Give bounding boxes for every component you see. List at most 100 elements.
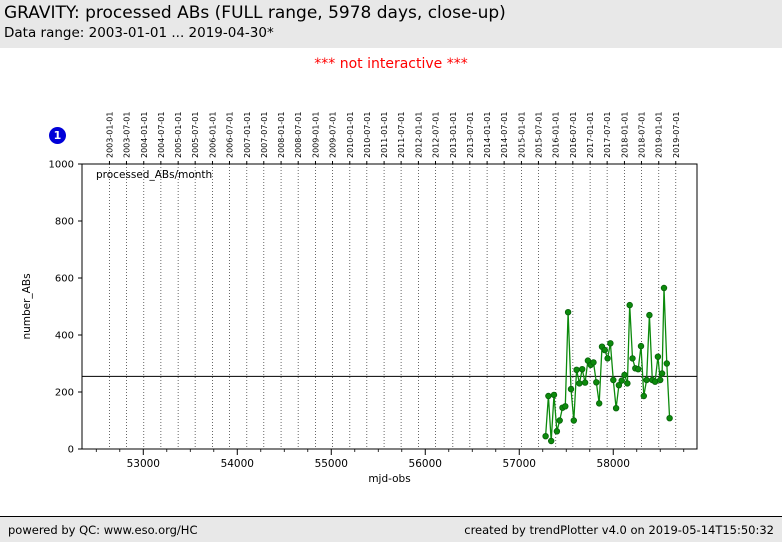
data-point <box>637 342 645 350</box>
top-axis-date-label: 2004-07-01 <box>157 112 166 159</box>
y-tick-label: 0 <box>68 445 74 456</box>
top-axis-date-label: 2003-01-01 <box>105 112 114 159</box>
top-axis-date-label: 2009-01-01 <box>311 112 320 159</box>
page-title: GRAVITY: processed ABs (FULL range, 5978… <box>4 3 506 23</box>
top-axis-date-label: 2009-07-01 <box>328 112 337 159</box>
x-axis-label: mjd-obs <box>368 473 410 485</box>
top-axis-date-label: 2019-07-01 <box>672 112 681 159</box>
top-axis-date-label: 2007-07-01 <box>260 112 269 159</box>
x-tick-label: 57000 <box>503 458 536 470</box>
plot-number-badge: 1 <box>49 127 66 144</box>
data-point <box>553 428 561 435</box>
data-point <box>593 379 600 386</box>
top-axis-date-label: 2016-07-01 <box>569 112 578 159</box>
data-point <box>621 371 628 379</box>
y-tick-label: 400 <box>55 331 74 342</box>
legend-label: processed_ABs/month <box>96 169 212 181</box>
top-axis-date-label: 2018-01-01 <box>620 112 629 159</box>
top-axis-date-label: 2017-07-01 <box>603 112 612 159</box>
data-point <box>601 346 608 354</box>
data-point <box>573 366 580 373</box>
top-axis-date-label: 2016-01-01 <box>552 112 561 159</box>
data-point <box>567 385 575 393</box>
data-point <box>556 417 563 424</box>
top-axis-date-label: 2018-07-01 <box>637 112 646 159</box>
header-bar: GRAVITY: processed ABs (FULL range, 5978… <box>0 0 782 48</box>
data-point <box>579 366 586 373</box>
data-point <box>607 340 614 347</box>
top-axis-date-label: 2014-01-01 <box>483 112 492 159</box>
data-point <box>629 355 636 362</box>
data-point <box>624 380 631 387</box>
y-tick-label: 600 <box>55 274 74 285</box>
y-tick-label: 1000 <box>49 160 74 171</box>
top-axis-date-label: 2017-01-01 <box>586 112 595 159</box>
data-point <box>646 311 653 319</box>
data-point <box>643 376 650 384</box>
y-axis-label: number_ABs <box>21 273 33 339</box>
data-range-subtitle: Data range: 2003-01-01 ... 2019-04-30* <box>4 25 274 41</box>
top-axis-date-label: 2013-01-01 <box>449 112 458 159</box>
data-point <box>618 377 625 384</box>
plot-border <box>81 163 698 450</box>
data-point <box>657 376 664 384</box>
x-tick-label: 58000 <box>597 458 630 470</box>
data-point <box>635 366 642 373</box>
data-point <box>604 355 611 362</box>
footer-created-by: created by trendPlotter v4.0 on 2019-05-… <box>464 522 774 537</box>
top-axis-date-label: 2015-07-01 <box>534 112 543 159</box>
top-axis-date-label: 2005-07-01 <box>191 112 200 159</box>
top-axis-date-label: 2010-07-01 <box>363 112 372 159</box>
data-point <box>666 415 673 422</box>
x-tick-label: 54000 <box>221 458 254 470</box>
top-axis-date-label: 2011-07-01 <box>397 112 406 159</box>
data-point <box>576 380 583 387</box>
data-line <box>544 287 671 442</box>
data-point <box>548 437 555 445</box>
top-axis-date-label: 2015-01-01 <box>517 112 526 159</box>
top-axis-date-label: 2012-01-01 <box>414 112 423 159</box>
y-tick-label: 800 <box>55 217 74 228</box>
top-axis-date-label: 2006-07-01 <box>225 112 234 159</box>
top-axis-date-label: 2019-01-01 <box>655 112 664 159</box>
data-point <box>660 284 668 292</box>
not-interactive-notice: *** not interactive *** <box>314 56 468 72</box>
x-tick-label: 56000 <box>409 458 442 470</box>
footer-bar: powered by QC: www.eso.org/HC created by… <box>0 516 782 542</box>
data-point <box>640 392 647 400</box>
data-point <box>590 359 597 366</box>
data-point <box>542 433 549 440</box>
trend-chart-svg: 2003-01-01 2003-07-01 2004-01-01 2004-07-01… <box>21 112 698 485</box>
data-point <box>564 308 572 316</box>
trend-chart: 2003-01-01 2003-07-01 2004-01-01 2004-07-01… <box>0 78 782 514</box>
y-tick-label: 200 <box>55 388 74 399</box>
top-axis-date-label: 2005-01-01 <box>174 112 183 159</box>
top-axis-date-label: 2008-01-01 <box>277 112 286 159</box>
top-axis-date-label: 2006-01-01 <box>208 112 217 159</box>
top-axis-date-label: 2008-07-01 <box>294 112 303 159</box>
data-point <box>612 405 620 412</box>
data-point <box>663 360 670 367</box>
data-point <box>654 353 662 360</box>
footer-powered-by: powered by QC: www.eso.org/HC <box>8 522 198 537</box>
top-axis-date-label: 2010-01-01 <box>346 112 355 159</box>
top-axis-date-label: 2004-01-01 <box>140 112 149 159</box>
x-tick-label: 55000 <box>315 458 348 470</box>
top-axis-date-label: 2013-07-01 <box>466 112 475 159</box>
top-axis-date-label: 2014-07-01 <box>500 112 509 159</box>
data-point <box>570 417 577 424</box>
data-point <box>658 370 666 377</box>
data-point <box>610 376 617 384</box>
data-point <box>615 382 623 389</box>
data-point <box>550 391 558 399</box>
data-point <box>626 301 633 309</box>
top-axis-date-label: 2007-01-01 <box>243 112 252 159</box>
top-axis-date-label: 2012-07-01 <box>432 112 441 159</box>
data-point <box>545 392 552 400</box>
x-tick-label: 53000 <box>127 458 160 470</box>
top-axis-date-label: 2003-07-01 <box>122 112 131 159</box>
data-point <box>596 400 603 407</box>
data-point <box>562 403 569 410</box>
top-axis-date-label: 2011-01-01 <box>380 112 389 159</box>
data-point <box>581 379 589 386</box>
